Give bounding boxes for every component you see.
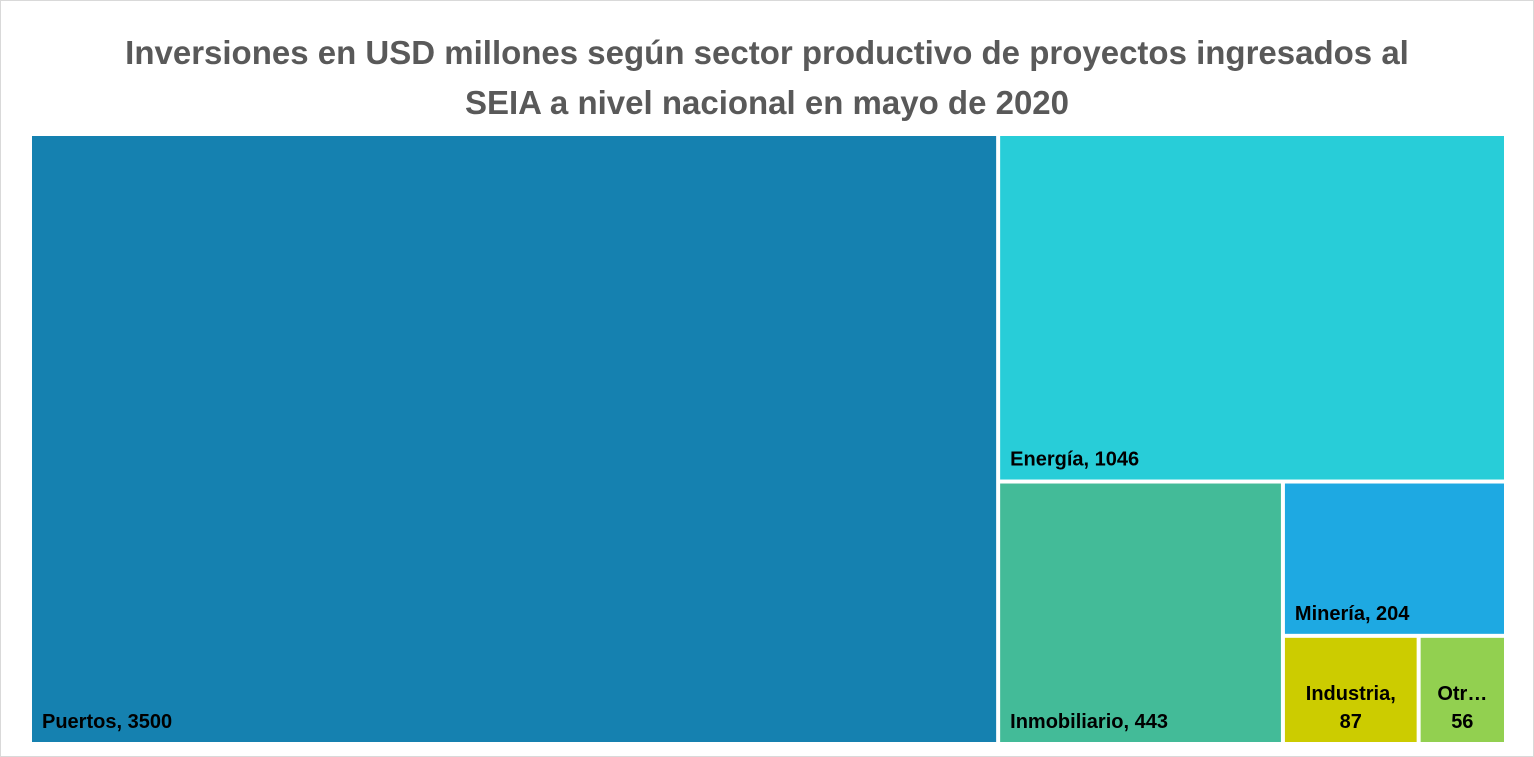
- treemap-tile: [32, 136, 997, 742]
- data-label-line: Inmobiliario, 443: [1010, 711, 1168, 733]
- data-label: Puertos, 3500: [42, 711, 172, 733]
- treemap-tile: [1420, 637, 1504, 742]
- treemap-tile: [1284, 637, 1417, 742]
- data-label-line: Industria,: [1306, 683, 1396, 705]
- data-label: Minería, 204: [1295, 603, 1410, 625]
- data-label-line: 56: [1451, 711, 1473, 733]
- treemap-tile: [1000, 136, 1504, 480]
- data-label-line: 87: [1340, 711, 1362, 733]
- data-label-line: Minería, 204: [1295, 603, 1410, 625]
- chart-title: Inversiones en USD millones según sector…: [125, 34, 1409, 121]
- data-label: Energía, 1046: [1010, 449, 1139, 471]
- data-label-line: Energía, 1046: [1010, 449, 1139, 471]
- data-label-line: Otr…: [1437, 683, 1487, 705]
- data-label: Inmobiliario, 443: [1010, 711, 1168, 733]
- data-label-line: Puertos, 3500: [42, 711, 172, 733]
- data-label: Industria, 87: [1306, 683, 1396, 733]
- treemap-tile: [1000, 483, 1281, 742]
- data-label: Otr… 56: [1437, 683, 1487, 733]
- treemap-tile: [1284, 483, 1504, 634]
